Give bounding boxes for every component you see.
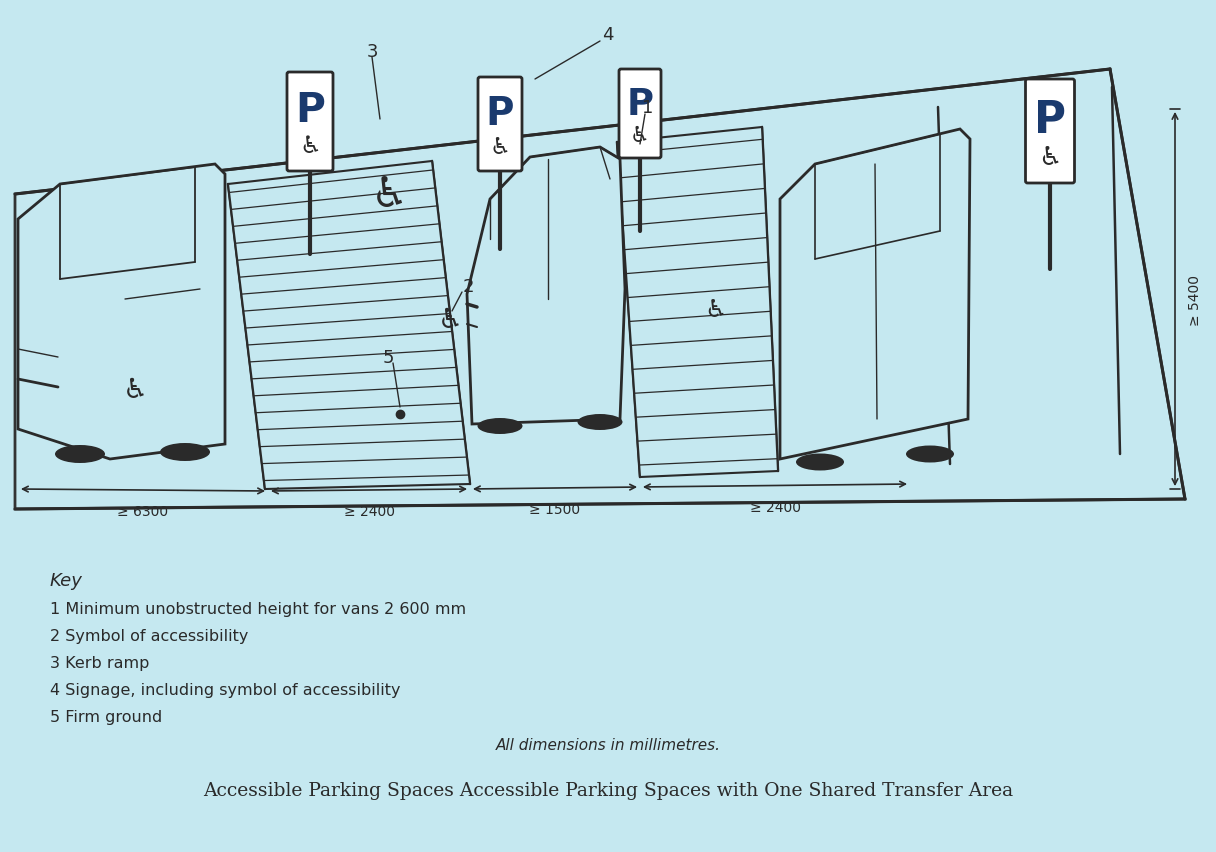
Polygon shape <box>779 130 970 459</box>
Polygon shape <box>15 70 1186 509</box>
Ellipse shape <box>906 446 955 463</box>
Text: 5: 5 <box>382 348 394 366</box>
Text: ♿: ♿ <box>704 297 726 321</box>
Text: 1: 1 <box>642 99 654 117</box>
Text: ♿: ♿ <box>1038 144 1062 170</box>
Polygon shape <box>617 128 778 477</box>
Text: 2 Symbol of accessibility: 2 Symbol of accessibility <box>50 628 248 643</box>
Text: 3: 3 <box>366 43 378 61</box>
Text: P: P <box>1034 98 1066 141</box>
FancyBboxPatch shape <box>1025 80 1075 184</box>
Ellipse shape <box>478 418 523 435</box>
Text: ≥ 5400: ≥ 5400 <box>1188 274 1201 325</box>
Ellipse shape <box>796 454 844 471</box>
Text: Accessible Parking Spaces Accessible Parking Spaces with One Shared Transfer Are: Accessible Parking Spaces Accessible Par… <box>203 781 1013 799</box>
Text: 3 Kerb ramp: 3 Kerb ramp <box>50 655 150 671</box>
Polygon shape <box>467 148 625 424</box>
Text: ♿: ♿ <box>490 135 511 158</box>
Text: ≥ 2400: ≥ 2400 <box>749 500 800 514</box>
Text: ♿: ♿ <box>123 376 147 404</box>
Polygon shape <box>18 164 225 459</box>
Ellipse shape <box>55 446 105 463</box>
Text: P: P <box>626 86 653 123</box>
Polygon shape <box>229 162 471 489</box>
Text: 4 Signage, including symbol of accessibility: 4 Signage, including symbol of accessibi… <box>50 682 400 697</box>
Text: ♿: ♿ <box>371 174 409 216</box>
Text: Key: Key <box>50 572 83 590</box>
FancyBboxPatch shape <box>619 70 662 158</box>
Text: 2: 2 <box>462 278 474 296</box>
Text: ♿: ♿ <box>299 134 321 158</box>
Text: 5 Firm ground: 5 Firm ground <box>50 709 162 724</box>
Text: ♿: ♿ <box>630 125 649 146</box>
Text: ≥ 6300: ≥ 6300 <box>118 504 169 518</box>
Text: 1 Minimum unobstructed height for vans 2 600 mm: 1 Minimum unobstructed height for vans 2… <box>50 602 466 616</box>
Text: P: P <box>485 95 514 133</box>
Text: All dimensions in millimetres.: All dimensions in millimetres. <box>495 737 721 752</box>
Text: 4: 4 <box>602 26 614 44</box>
Ellipse shape <box>161 444 210 462</box>
Ellipse shape <box>578 415 623 430</box>
Text: P: P <box>295 91 325 131</box>
FancyBboxPatch shape <box>287 73 333 172</box>
Text: ♿: ♿ <box>438 306 462 334</box>
Text: ≥ 2400: ≥ 2400 <box>343 504 394 518</box>
FancyBboxPatch shape <box>478 78 522 172</box>
Text: ≥ 1500: ≥ 1500 <box>529 503 580 516</box>
